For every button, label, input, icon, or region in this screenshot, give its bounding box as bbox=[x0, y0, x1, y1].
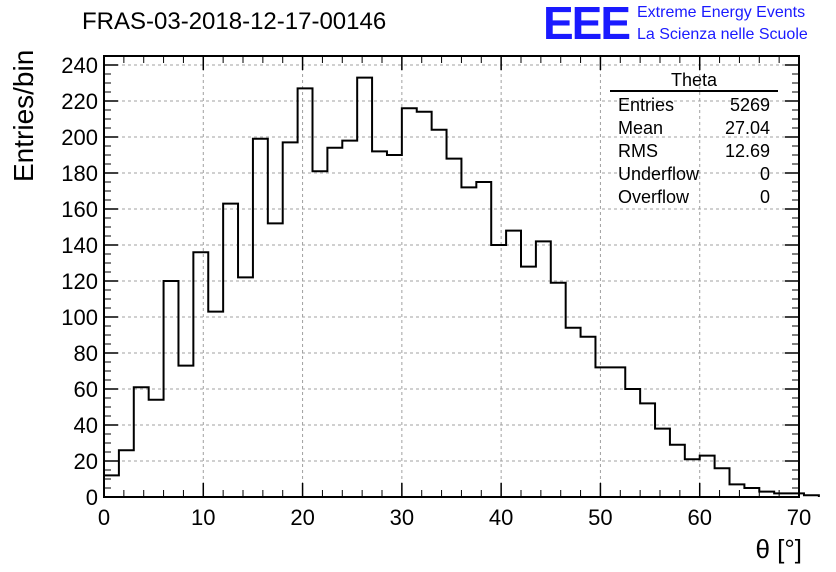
histogram-bin bbox=[640, 403, 655, 497]
histogram-bin bbox=[104, 475, 119, 497]
stats-value: 0 bbox=[759, 164, 770, 184]
histogram-bin bbox=[223, 204, 238, 497]
histogram-bin bbox=[357, 78, 372, 497]
histogram-bin bbox=[447, 159, 462, 497]
y-tick-label: 160 bbox=[61, 197, 98, 222]
histogram-bin bbox=[238, 277, 253, 497]
logo-line-2: La Scienza nelle Scuole bbox=[637, 26, 808, 43]
x-tick-label: 20 bbox=[290, 505, 314, 530]
histogram-bin bbox=[670, 445, 685, 497]
histogram-bin bbox=[461, 187, 476, 497]
histogram-bin bbox=[402, 108, 417, 497]
plot-frame bbox=[103, 55, 800, 498]
histogram-bin bbox=[536, 241, 551, 497]
histogram-bin bbox=[551, 283, 566, 497]
stats-row-mean: Mean 27.04 bbox=[610, 117, 778, 140]
stats-label: Underflow bbox=[618, 164, 700, 184]
stats-row-overflow: Overflow 0 bbox=[610, 186, 778, 209]
x-tick-label: 0 bbox=[98, 505, 110, 530]
histogram-bin bbox=[744, 488, 759, 497]
histogram-bin bbox=[178, 366, 193, 497]
histogram-bin bbox=[759, 492, 774, 497]
histogram-bin bbox=[193, 252, 208, 497]
stats-label: Entries bbox=[618, 95, 675, 115]
x-axis-label: θ [°] bbox=[755, 534, 802, 564]
stats-row-entries: Entries 5269 bbox=[610, 94, 778, 117]
histogram-bin bbox=[119, 450, 134, 497]
histogram-bin bbox=[268, 223, 283, 497]
histogram-bin bbox=[730, 484, 745, 497]
x-tick-label: 10 bbox=[191, 505, 215, 530]
histogram-bin bbox=[134, 387, 149, 497]
histogram-bin bbox=[149, 400, 164, 497]
histogram-bin bbox=[327, 148, 342, 497]
eee-logo: EEE bbox=[543, 0, 631, 49]
histogram-bin bbox=[625, 389, 640, 497]
y-tick-label: 140 bbox=[61, 233, 98, 258]
histogram-bin bbox=[417, 112, 432, 497]
histogram-bin bbox=[164, 281, 179, 497]
y-axis-label: Entries/bin bbox=[8, 49, 39, 182]
histogram-bin bbox=[372, 151, 387, 497]
histogram-bin bbox=[715, 468, 730, 497]
histogram-bin bbox=[581, 337, 596, 497]
stats-value: 27.04 bbox=[724, 118, 770, 138]
y-tick-label: 20 bbox=[74, 449, 98, 474]
y-tick-label: 240 bbox=[61, 53, 98, 78]
y-tick-label: 40 bbox=[74, 413, 98, 438]
stats-row-underflow: Underflow 0 bbox=[610, 163, 778, 186]
stats-title: Theta bbox=[610, 70, 778, 92]
stats-value: 12.69 bbox=[724, 141, 770, 161]
stats-label: Overflow bbox=[618, 187, 690, 207]
histogram-bin bbox=[298, 88, 313, 497]
x-axis-ticks: 0 10 20 30 40 50 60 70 bbox=[98, 56, 811, 530]
y-tick-label: 80 bbox=[74, 341, 98, 366]
y-tick-label: 120 bbox=[61, 269, 98, 294]
x-tick-label: 50 bbox=[588, 505, 612, 530]
histogram-bin bbox=[342, 141, 357, 497]
histogram-bin bbox=[432, 130, 447, 497]
x-tick-label: 30 bbox=[390, 505, 414, 530]
x-tick-label: 60 bbox=[687, 505, 711, 530]
y-tick-label: 220 bbox=[61, 89, 98, 114]
histogram-bin bbox=[283, 142, 298, 497]
stats-value: 5269 bbox=[729, 95, 770, 115]
histogram-bin bbox=[774, 493, 789, 497]
x-tick-label: 40 bbox=[489, 505, 513, 530]
y-tick-label: 100 bbox=[61, 305, 98, 330]
histogram-bin bbox=[313, 171, 328, 497]
stats-label: RMS bbox=[618, 141, 658, 161]
histogram-bin bbox=[491, 245, 506, 497]
histogram-bin bbox=[655, 429, 670, 497]
histogram-bin bbox=[595, 367, 610, 497]
y-tick-label: 180 bbox=[61, 161, 98, 186]
histogram-series bbox=[103, 76, 820, 497]
histogram-bin bbox=[610, 367, 625, 497]
y-axis-ticks: 0 20 40 60 80 100 120 140 160 180 200 220 240 bbox=[61, 53, 799, 510]
histogram-bin bbox=[506, 231, 521, 497]
histogram-bin bbox=[476, 182, 491, 497]
histogram-bin bbox=[685, 459, 700, 497]
histogram-bin bbox=[208, 312, 223, 497]
logo-line-1: Extreme Energy Events bbox=[637, 4, 806, 21]
histogram-bin bbox=[789, 493, 804, 497]
y-tick-label: 0 bbox=[86, 485, 98, 510]
stats-box: Theta Entries 5269 Mean 27.04 RMS 12.69 … bbox=[610, 70, 778, 209]
stats-value: 0 bbox=[759, 187, 770, 207]
histogram-bin bbox=[387, 155, 402, 497]
histogram-bin bbox=[566, 328, 581, 497]
x-tick-label: 70 bbox=[787, 505, 811, 530]
stats-label: Mean bbox=[618, 118, 664, 138]
chart-title: FRAS-03-2018-12-17-00146 bbox=[82, 8, 387, 35]
stats-row-rms: RMS 12.69 bbox=[610, 140, 778, 163]
histogram-bin bbox=[804, 495, 819, 497]
histogram-bin bbox=[521, 267, 536, 497]
y-tick-label: 200 bbox=[61, 125, 98, 150]
histogram-bin bbox=[700, 456, 715, 497]
histogram-bin bbox=[253, 139, 268, 497]
y-tick-label: 60 bbox=[74, 377, 98, 402]
